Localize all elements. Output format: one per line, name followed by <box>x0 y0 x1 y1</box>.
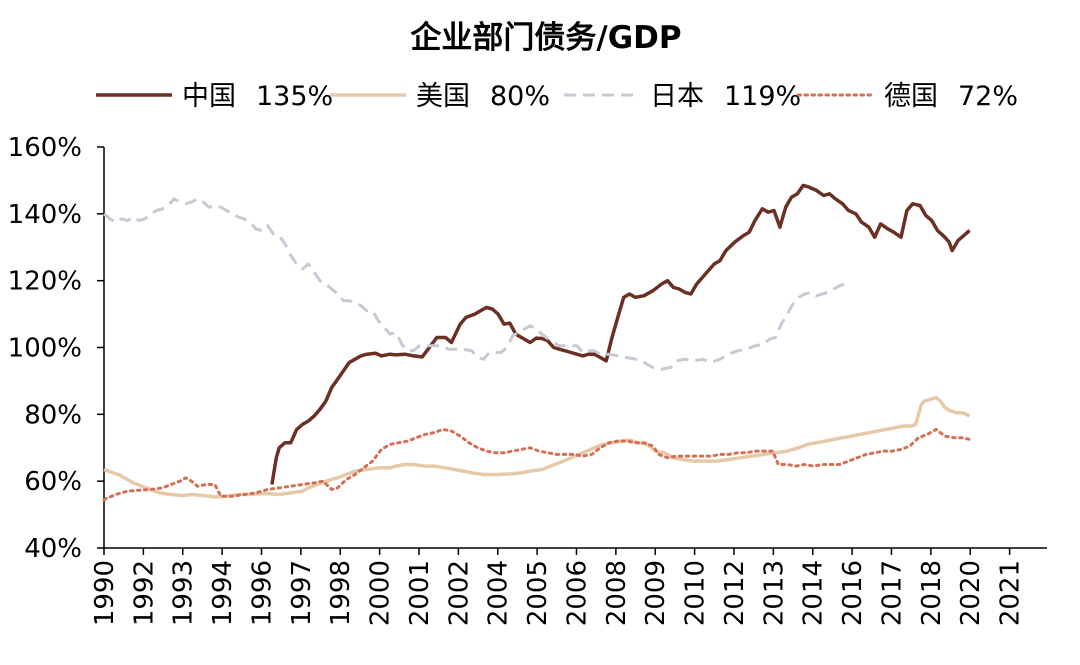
y-tick-label: 80% <box>24 400 82 430</box>
y-tick-label: 40% <box>24 534 82 564</box>
x-tick-label: 2001 <box>405 560 435 626</box>
x-tick-label: 1996 <box>247 560 277 626</box>
legend: 中国 135% 美国 80% 日本 119% 德国 72% <box>96 81 1018 112</box>
y-tick-label: 120% <box>8 267 82 297</box>
x-tick-label: 1998 <box>326 560 356 626</box>
series-group <box>102 183 972 501</box>
legend-value-1: 135% <box>256 81 333 112</box>
x-tick-label: 2009 <box>641 560 671 626</box>
x-tick-label: 2000 <box>366 560 396 626</box>
x-tick-label: 2021 <box>996 560 1026 626</box>
legend-value-3: 119% <box>724 81 801 112</box>
legend-label-1: 中国 <box>182 81 236 112</box>
x-tick-label: 2008 <box>602 560 632 626</box>
x-tick-label: 1993 <box>169 560 199 626</box>
x-tick-label: 1997 <box>287 560 317 626</box>
x-tick-label: 2010 <box>681 560 711 626</box>
y-tick-label: 160% <box>8 133 82 163</box>
legend-label-4: 德国 <box>884 81 938 112</box>
x-tick-label: 2017 <box>877 560 907 626</box>
y-tick-group: 40% 60% 80% 100% 120% 140% 160% <box>8 133 104 564</box>
legend-label-3: 日本 <box>650 81 704 112</box>
series-line-3 <box>103 197 847 371</box>
x-tick-label: 2013 <box>759 560 789 626</box>
x-tick-label: 2020 <box>956 560 986 626</box>
x-tick-label: 2005 <box>523 560 553 626</box>
x-tick-label: 1990 <box>90 560 120 626</box>
series-line-2 <box>103 395 971 499</box>
series-line-4 <box>102 427 972 501</box>
x-tick-label: 1992 <box>129 560 159 626</box>
legend-value-2: 80% <box>490 81 550 112</box>
x-tick-group: 1990 1992 1993 1994 1996 1997 1998 2000 2001 2002… <box>90 548 1026 626</box>
series-line-1 <box>270 183 971 485</box>
chart-title: 企业部门债务/GDP <box>410 20 681 56</box>
x-tick-label: 1994 <box>208 560 238 626</box>
x-tick-label: 2002 <box>444 560 474 626</box>
legend-value-4: 72% <box>958 81 1018 112</box>
x-tick-label: 2004 <box>484 560 514 626</box>
x-tick-label: 2016 <box>838 560 868 626</box>
y-tick-label: 100% <box>8 334 82 364</box>
x-tick-label: 2018 <box>917 560 947 626</box>
x-tick-label: 2006 <box>562 560 592 626</box>
x-tick-label: 2012 <box>720 560 750 626</box>
x-tick-label: 2014 <box>799 560 829 626</box>
legend-label-2: 美国 <box>416 81 470 112</box>
y-tick-label: 60% <box>24 467 82 497</box>
y-tick-label: 140% <box>8 200 82 230</box>
